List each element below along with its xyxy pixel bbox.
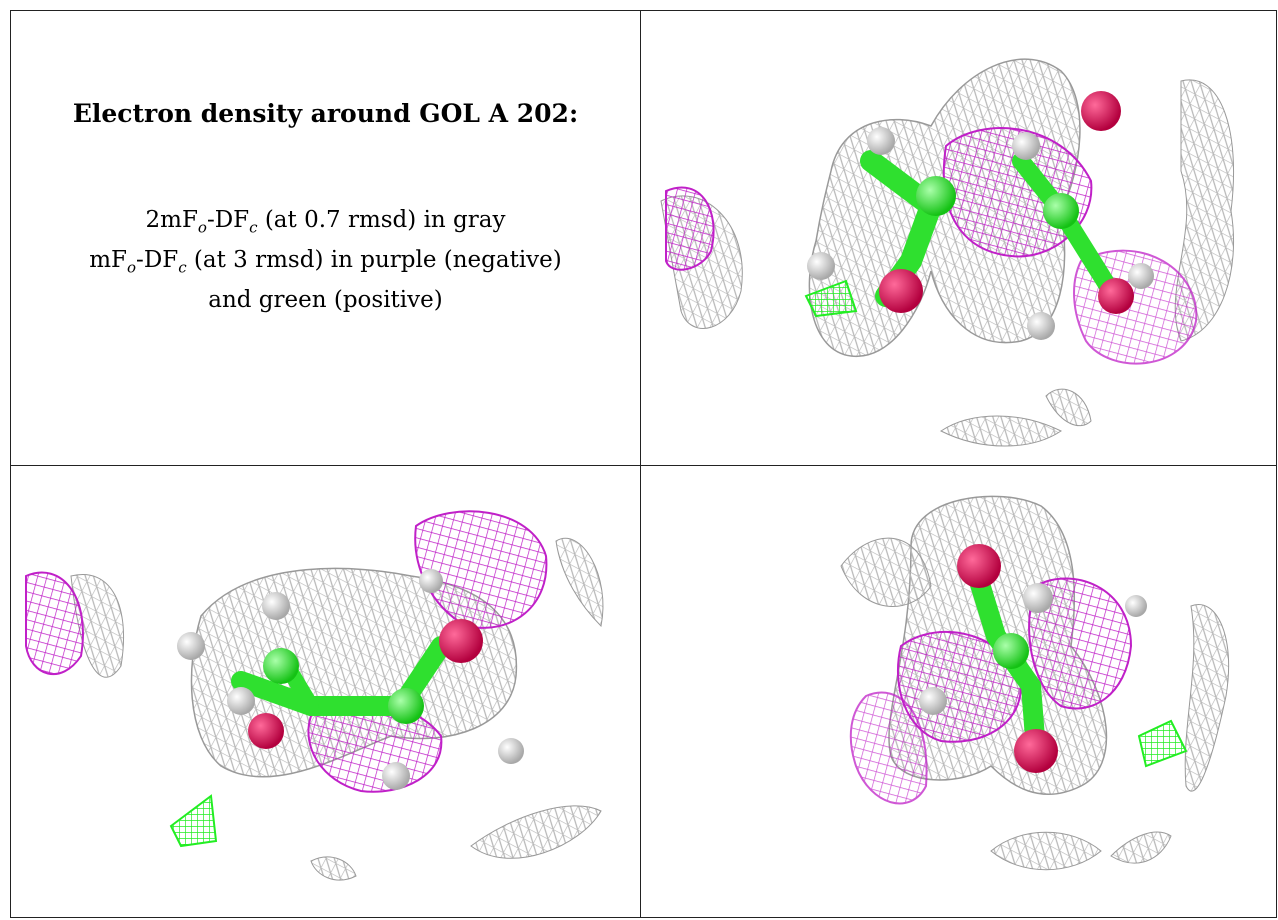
legend1-mid: -DF	[206, 207, 250, 233]
legend2-sub-o: o	[127, 258, 137, 277]
legend-line-2mfo: 2mFo-DFc (at 0.7 rmsd) in gray	[11, 207, 640, 237]
legend1-sub-c: c	[249, 218, 258, 237]
density-render	[660, 58, 1235, 447]
density-render	[25, 510, 604, 881]
density-view-bottom-left	[11, 466, 640, 918]
density-render	[840, 495, 1230, 871]
legend2-mid: -DF	[136, 247, 179, 273]
legend1-prefix: 2mF	[145, 207, 198, 233]
caption-panel: Electron density around GOL A 202: 2mFo-…	[11, 11, 640, 465]
horizontal-divider	[10, 465, 1277, 466]
legend1-sub-o: o	[197, 218, 207, 237]
legend2-prefix: mF	[89, 247, 128, 273]
density-view-top-right	[641, 11, 1277, 465]
legend1-suffix: (at 0.7 rmsd) in gray	[257, 207, 506, 233]
figure-grid	[10, 10, 1277, 918]
panel-heading: Electron density around GOL A 202:	[72, 99, 579, 128]
vertical-divider	[640, 10, 641, 918]
legend2-sub-c: c	[178, 258, 187, 277]
legend2-suffix: (at 3 rmsd) in purple (negative)	[186, 247, 562, 273]
legend-line-green: and green (positive)	[208, 287, 443, 313]
legend-line-mfo: mFo-DFc (at 3 rmsd) in purple (negative)	[11, 247, 640, 277]
density-view-bottom-right	[641, 466, 1277, 918]
